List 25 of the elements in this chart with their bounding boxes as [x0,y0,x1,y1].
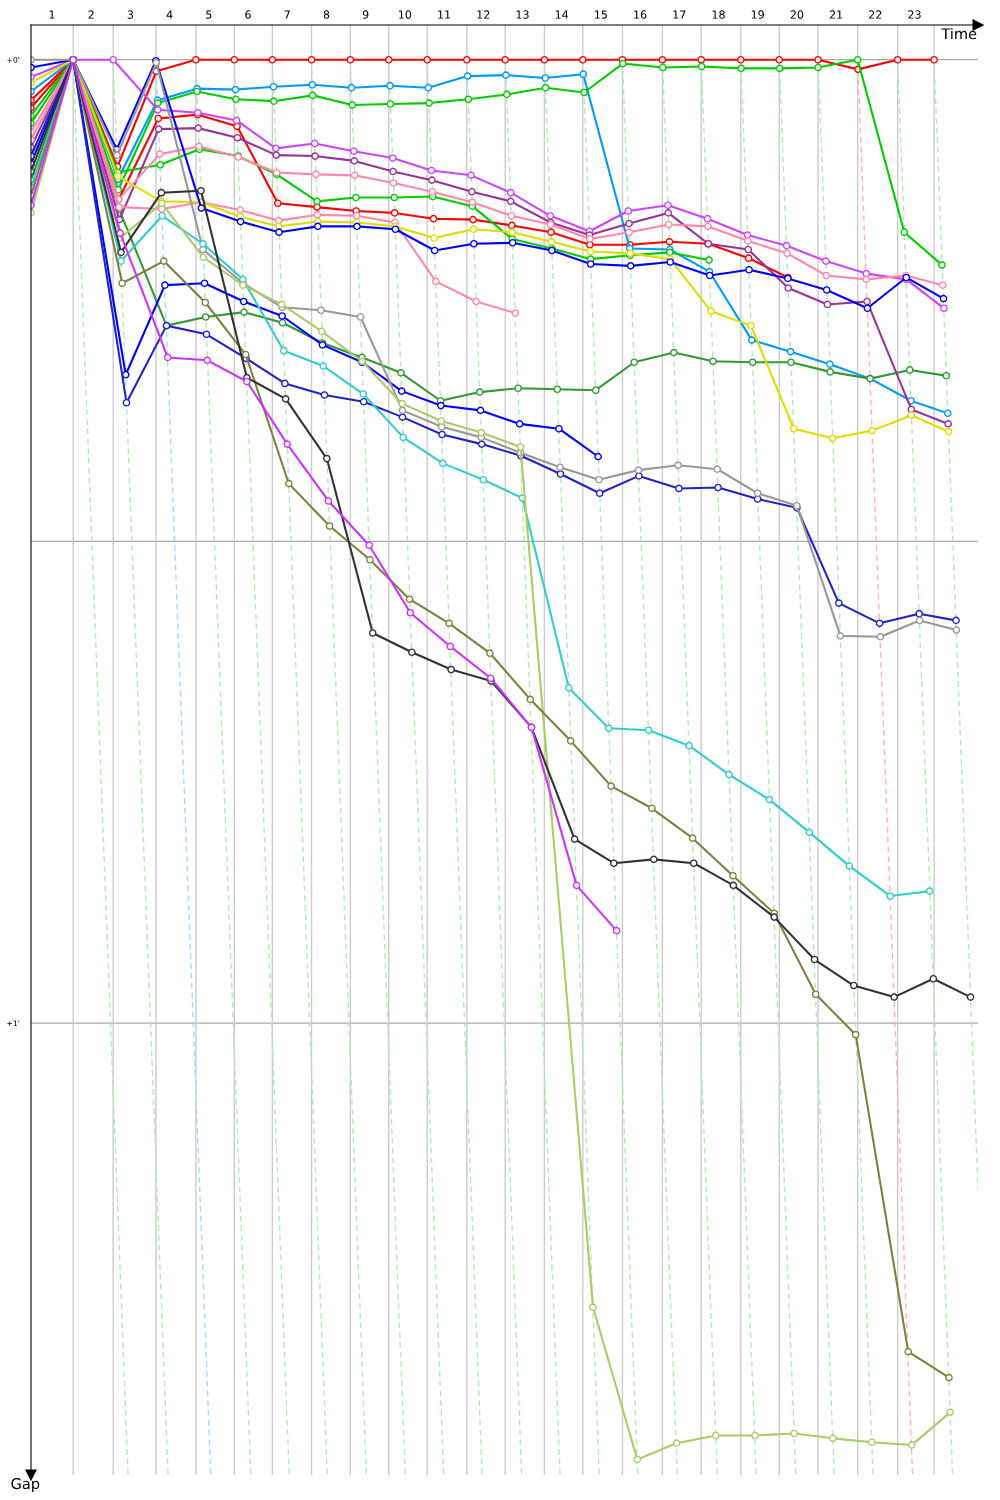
y-axis-title: Gap [11,1478,40,1492]
x-tick-label: 19 [751,10,764,19]
x-tick-label: 7 [284,10,290,19]
x-tick-label: 20 [790,10,804,19]
x-tick-label: 1 [49,10,55,19]
x-tick-label: 16 [634,10,647,19]
x-tick-label: 5 [206,10,212,19]
x-tick-label: 15 [595,10,607,19]
x-axis-title: Time [941,27,977,40]
x-tick-label: 14 [555,10,569,19]
x-tick-label: 13 [516,10,529,19]
x-tick-label: 22 [869,10,882,19]
x-tick-label: 9 [362,10,369,19]
x-tick-label: 18 [712,10,725,19]
x-tick-label: 21 [829,10,843,19]
x-tick-label: 4 [166,10,173,19]
x-tick-label: 8 [323,10,330,19]
x-tick-label: 17 [673,10,686,19]
x-tick-label: 3 [127,10,134,19]
x-tick-label: 2 [88,10,94,19]
x-tick-label: 6 [245,10,251,19]
x-tick-label: 11 [438,10,451,19]
x-tick-label: 10 [399,10,412,19]
x-tick-label: 12 [477,10,490,19]
x-tick-label: 23 [908,10,921,19]
